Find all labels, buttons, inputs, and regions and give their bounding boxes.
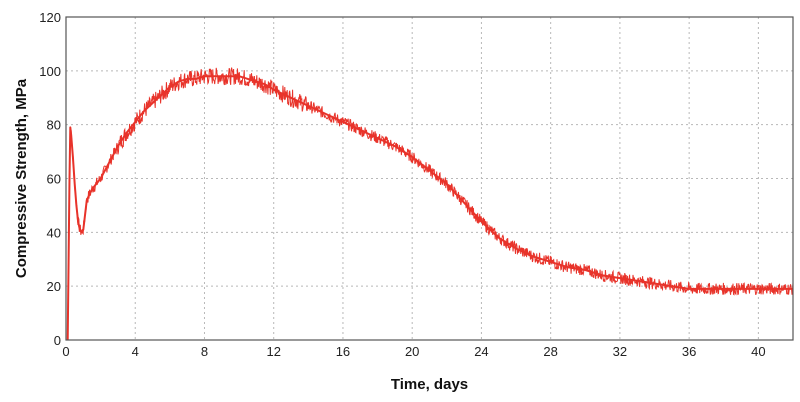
y-tick-label: 120	[39, 10, 61, 25]
plot-frame	[65, 16, 794, 341]
series-layer	[66, 67, 794, 341]
x-tick-label: 40	[751, 344, 765, 359]
x-tick-label: 8	[201, 344, 208, 359]
x-axis-ticks: 0 4 8 12 16 20 24 28 32 36 40	[62, 344, 765, 359]
x-tick-label: 12	[266, 344, 280, 359]
y-tick-label: 80	[47, 118, 61, 133]
y-tick-label: 100	[39, 64, 61, 79]
x-tick-label: 16	[336, 344, 350, 359]
x-tick-label: 4	[132, 344, 139, 359]
x-tick-label: 24	[474, 344, 488, 359]
y-tick-label: 60	[47, 172, 61, 187]
y-tick-label: 20	[47, 279, 61, 294]
x-tick-label: 36	[682, 344, 696, 359]
series-noise-band	[67, 67, 794, 341]
y-tick-label: 40	[47, 225, 61, 240]
x-tick-label: 32	[613, 344, 627, 359]
y-tick-label: 0	[54, 333, 61, 348]
x-tick-label: 28	[543, 344, 557, 359]
x-tick-label: 0	[62, 344, 69, 359]
y-axis-ticks: 0 20 40 60 80 100 120	[39, 10, 61, 348]
y-axis-title: Compressive Strength, MPa	[13, 78, 30, 278]
series-line	[66, 75, 793, 341]
x-tick-label: 20	[405, 344, 419, 359]
grid	[66, 17, 793, 340]
x-axis-title: Time, days	[391, 376, 468, 393]
